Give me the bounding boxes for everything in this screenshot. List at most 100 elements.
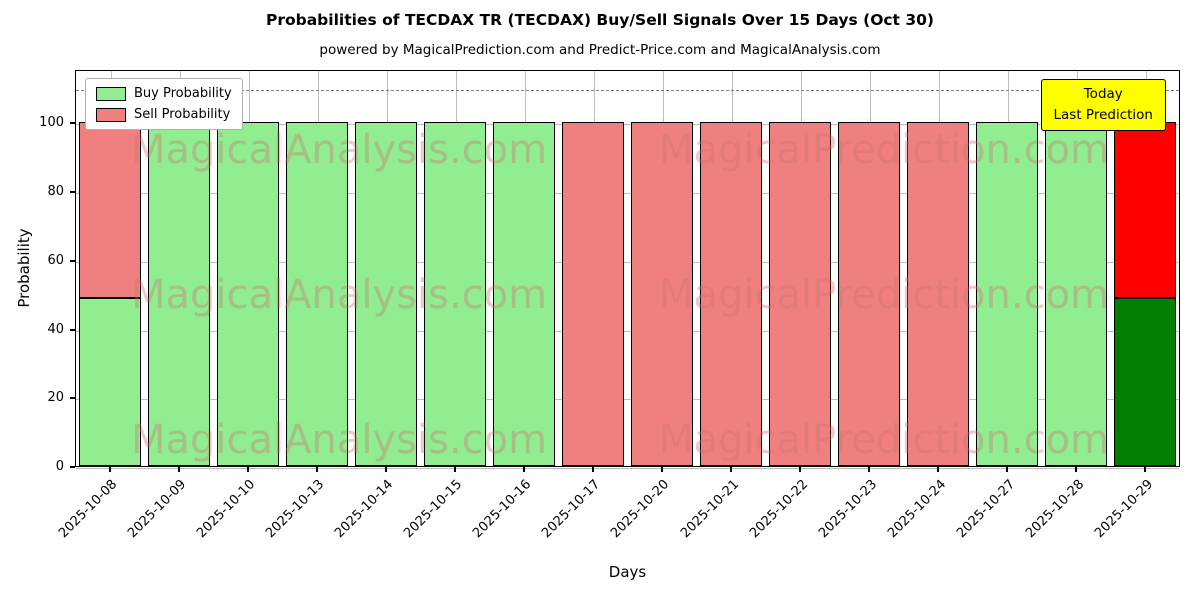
- legend: Buy Probability Sell Probability: [85, 78, 243, 130]
- x-tick-label: 2025-10-15: [401, 477, 466, 542]
- y-tick-label: 20: [47, 390, 64, 406]
- bar-segment-sell: [768, 122, 831, 466]
- bar-segment-sell: [562, 122, 625, 466]
- x-tick-label: 2025-10-22: [746, 477, 811, 542]
- h-gridline: [76, 330, 1179, 332]
- bar-slot: [145, 71, 214, 466]
- x-tick-mark: [177, 467, 180, 472]
- bar-segment-buy: [493, 122, 556, 466]
- bar-slot: [283, 71, 352, 466]
- x-tick-mark: [661, 467, 664, 472]
- bar-slot: [421, 71, 490, 466]
- legend-item-sell: Sell Probability: [96, 107, 232, 122]
- watermark-text-left: MagicalAnalysis.com: [131, 127, 548, 173]
- x-tick-label: 2025-10-28: [1022, 477, 1088, 542]
- h-gridline: [76, 124, 1179, 126]
- x-tick-mark: [315, 467, 318, 472]
- x-tick-mark: [1144, 467, 1147, 472]
- bar-segment-buy: [975, 122, 1038, 466]
- x-tick-mark: [1075, 467, 1078, 472]
- y-tick-mark: [70, 328, 75, 331]
- y-tick-label: 80: [47, 184, 64, 200]
- h-gridline: [76, 261, 1179, 263]
- bar-slot: [352, 71, 421, 466]
- x-tick-label: 2025-10-27: [953, 477, 1018, 542]
- bar-layer: [76, 71, 1179, 466]
- watermark-row: MagicalAnalysis.com MagicalPrediction.com: [76, 127, 1179, 177]
- y-tick-mark: [70, 122, 75, 125]
- plot-area: MagicalAnalysis.com MagicalPrediction.com…: [75, 70, 1180, 469]
- watermark-text-right: MagicalPrediction.com: [659, 127, 1109, 173]
- bar-slot: [834, 71, 903, 466]
- x-tick-mark: [384, 467, 387, 472]
- bar-slot: [972, 71, 1041, 466]
- y-tick-label: 40: [47, 321, 64, 337]
- y-tick-label: 0: [55, 459, 64, 474]
- x-tick-label: 2025-10-10: [194, 477, 259, 542]
- x-tick-label: 2025-10-29: [1092, 477, 1157, 542]
- bar-segment-buy: [148, 122, 211, 466]
- bar-slot: [1110, 71, 1179, 466]
- h-gridline: [76, 468, 1179, 469]
- x-tick-mark: [522, 467, 525, 472]
- x-tick-mark: [108, 467, 111, 472]
- x-tick-label: 2025-10-21: [677, 477, 742, 542]
- watermark-text-left: MagicalAnalysis.com: [131, 272, 548, 318]
- chart-subtitle: powered by MagicalPrediction.com and Pre…: [319, 42, 881, 58]
- bar-segment-sell: [837, 122, 900, 466]
- x-tick-mark: [868, 467, 871, 472]
- x-tick-mark: [1006, 467, 1009, 472]
- watermark-text-right: MagicalPrediction.com: [659, 417, 1109, 463]
- legend-item-buy: Buy Probability: [96, 86, 232, 101]
- x-tick-label: 2025-10-08: [56, 477, 121, 542]
- x-tick-label: 2025-10-16: [470, 477, 535, 542]
- today-annotation-line1: Today: [1083, 86, 1123, 102]
- watermark-text-right: MagicalPrediction.com: [659, 272, 1109, 318]
- x-tick-label: 2025-10-14: [332, 477, 397, 542]
- bar-segment-sell: [906, 122, 969, 466]
- watermark-text-left: MagicalAnalysis.com: [131, 417, 548, 463]
- bar-slot: [559, 71, 628, 466]
- bar-segment-buy: [424, 122, 487, 466]
- x-tick-mark: [937, 467, 940, 472]
- bar-segment-buy: [1113, 297, 1176, 466]
- today-annotation-line2: Last Prediction: [1053, 106, 1153, 123]
- threshold-dashed-line: [76, 89, 1179, 91]
- bar-slot: [214, 71, 283, 466]
- y-tick-mark: [70, 191, 75, 194]
- bar-segment-sell: [699, 122, 762, 466]
- x-axis-label: Days: [608, 563, 647, 581]
- bar-segment-buy: [286, 122, 349, 466]
- x-tick-label: 2025-10-09: [125, 477, 190, 542]
- bar-segment-sell: [1113, 122, 1176, 298]
- bar-slot: [490, 71, 559, 466]
- x-axis-ticks: 2025-10-08 2025-10-09 2025-10-10 2025-10-13…: [56, 467, 1180, 582]
- watermark-row: MagicalAnalysis.com MagicalPrediction.com: [76, 417, 1179, 467]
- bar-segment-buy: [217, 122, 280, 466]
- x-tick-label: 2025-10-20: [608, 477, 673, 542]
- bar-segment-buy: [79, 297, 142, 466]
- threshold-line-layer: [76, 71, 1179, 466]
- watermark-layer: MagicalAnalysis.com MagicalPrediction.com…: [76, 71, 1179, 466]
- bar-slot: [765, 71, 834, 466]
- y-tick-mark: [70, 466, 75, 468]
- x-tick-label: 2025-10-23: [815, 477, 880, 542]
- legend-label-sell: Sell Probability: [134, 107, 231, 122]
- x-tick-mark: [591, 467, 594, 472]
- x-tick-label: 2025-10-17: [539, 477, 604, 542]
- y-tick-label: 100: [39, 115, 64, 131]
- bar-slot: [903, 71, 972, 466]
- h-gridline: [76, 193, 1179, 195]
- x-tick-mark: [730, 467, 733, 472]
- bar-segment-sell: [630, 122, 693, 466]
- today-annotation: Today Last Prediction: [1040, 79, 1166, 131]
- y-tick-mark: [70, 259, 75, 262]
- x-tick-mark: [799, 467, 802, 472]
- bar-slot: [696, 71, 765, 466]
- x-tick-mark: [453, 467, 456, 472]
- h-gridline: [76, 399, 1179, 401]
- legend-swatch-buy: [96, 86, 126, 101]
- legend-swatch-sell: [96, 107, 126, 122]
- y-tick-label: 60: [47, 252, 64, 268]
- watermark-row: MagicalAnalysis.com MagicalPrediction.com: [76, 272, 1179, 322]
